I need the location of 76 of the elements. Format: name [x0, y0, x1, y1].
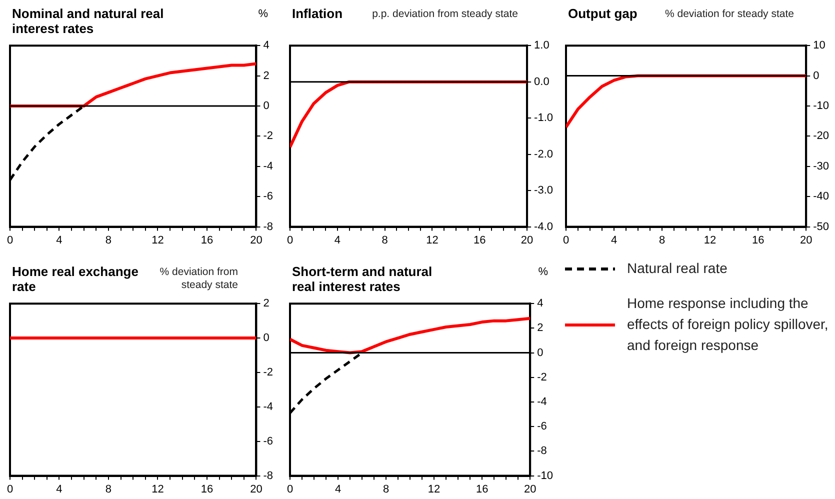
y-tick-label: -3.0: [534, 184, 554, 197]
x-tick-label: 16: [200, 483, 214, 496]
x-tick-label: 4: [56, 234, 62, 246]
y-tick-label: 0: [813, 70, 820, 82]
y-tick-label: 4: [537, 298, 544, 310]
y-tick-label: -20: [813, 130, 830, 142]
x-tick-label: 8: [382, 483, 390, 496]
legend-label: Home response including the effects of foreign policy spillover, and foreign response: [627, 294, 830, 355]
y-tick-label: -6: [263, 190, 273, 203]
chart-subtitle: % deviation from steady state: [158, 266, 238, 292]
y-tick-label: -2.0: [534, 148, 554, 160]
y-tick-label: 2: [537, 322, 544, 334]
y-tick-label: -4.0: [534, 220, 554, 233]
x-tick-label: 12: [426, 234, 438, 246]
y-tick-label: -2: [537, 371, 547, 384]
y-tick-label: 0: [537, 346, 544, 359]
chart-subtitle: p.p. deviation from steady state: [371, 8, 518, 21]
y-tick-label: -4: [263, 400, 273, 413]
y-tick-label: 4: [263, 40, 270, 52]
x-tick-label: 16: [752, 234, 764, 246]
y-tick-label: -2: [263, 366, 273, 379]
chart-title: Inflation: [292, 6, 343, 21]
x-tick-label: 4: [334, 234, 340, 246]
x-tick-label: 16: [474, 234, 486, 246]
y-tick-label: 2: [263, 298, 270, 310]
x-tick-label: 16: [200, 234, 214, 246]
x-tick-label: 20: [520, 234, 534, 246]
y-axis-title: %: [538, 266, 548, 278]
y-tick-label: -1.0: [534, 112, 554, 124]
x-tick-label: 0: [6, 483, 14, 496]
x-tick-label: 8: [382, 234, 388, 246]
x-tick-label: 4: [610, 234, 618, 246]
chart-title: Output gap: [568, 6, 638, 21]
y-tick-label: -8: [263, 470, 273, 482]
x-tick-label: 12: [704, 234, 716, 246]
x-tick-label: 0: [286, 234, 294, 246]
x-tick-label: 8: [658, 234, 666, 246]
y-tick-label: -6: [263, 435, 273, 448]
y-tick-label: -10: [537, 470, 554, 482]
chart-title: Nominal and natural real interest rates: [12, 6, 165, 36]
x-tick-label: 0: [562, 234, 570, 246]
x-tick-label: 20: [250, 483, 262, 496]
y-tick-label: -2: [263, 130, 273, 142]
x-tick-label: 8: [105, 483, 112, 496]
x-tick-label: 12: [152, 483, 164, 496]
y-tick-label: 0: [263, 332, 270, 344]
y-tick-label: -6: [537, 420, 547, 433]
x-tick-label: 20: [524, 483, 536, 496]
y-tick-label: 10: [813, 40, 826, 52]
y-tick-label: -8: [263, 220, 273, 233]
chart-subtitle: % deviation for steady state: [664, 8, 794, 21]
y-tick-label: -10: [813, 100, 830, 112]
y-tick-label: 0: [263, 100, 270, 112]
x-tick-label: 12: [428, 483, 440, 496]
y-tick-label: -50: [813, 220, 830, 233]
x-tick-label: 0: [6, 234, 14, 246]
x-tick-label: 4: [334, 483, 342, 496]
y-axis-title: %: [258, 8, 268, 20]
chart-title: Home real exchange rate: [12, 264, 140, 294]
y-tick-label: -40: [813, 190, 830, 203]
legend-label: Natural real rate: [627, 259, 728, 278]
y-tick-label: -4: [263, 160, 273, 172]
x-tick-label: 4: [56, 483, 62, 496]
x-tick-label: 16: [476, 483, 488, 496]
y-tick-label: -8: [537, 445, 547, 458]
x-tick-label: 8: [105, 234, 112, 246]
chart-title: Short-term and natural real interest rates: [292, 264, 434, 294]
x-tick-label: 12: [152, 234, 164, 246]
y-tick-label: 2: [263, 70, 270, 82]
y-tick-label: 0.0: [534, 76, 550, 88]
y-tick-label: 1.0: [534, 40, 550, 52]
y-tick-label: -30: [813, 160, 830, 172]
y-tick-label: -4: [537, 396, 547, 408]
x-tick-label: 0: [286, 483, 294, 496]
x-tick-label: 20: [250, 234, 262, 246]
x-tick-label: 20: [800, 234, 812, 246]
